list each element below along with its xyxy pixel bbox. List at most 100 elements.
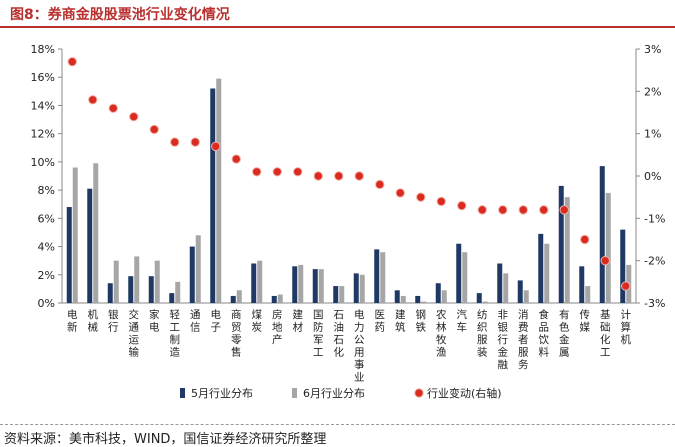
change-point [293,167,303,177]
bars [66,78,632,303]
change-point [170,137,180,147]
june-bar [503,273,509,303]
legend: 5月行业分布 6月行业分布 行业变动(右轴) [180,386,502,400]
left-axis-tick-label: 8% [38,184,55,197]
category-label: 交通运输 [129,308,140,359]
category-label: 家电 [149,308,160,334]
category-label: 轻工制造 [170,308,181,359]
june-bar [564,197,570,303]
june-bar [605,192,611,303]
right-axis-tick-label: 3% [644,43,661,56]
left-axis-tick-label: 18% [31,43,55,56]
left-axis-tick-label: 16% [31,71,55,84]
june-bar [216,78,222,303]
legend-label: 行业变动(右轴) [427,386,502,400]
may-bar [415,295,421,303]
june-bar [154,260,160,303]
category-label: 汽车 [457,308,468,334]
legend-swatch [292,388,297,398]
change-point [190,137,200,147]
category-label: 房地产 [272,308,283,346]
change-point [88,95,98,105]
right-axis-tick-label: -1% [644,212,665,225]
may-bar [476,293,482,303]
change-point [416,192,426,202]
may-bar [517,280,523,303]
june-bar [277,294,283,303]
category-label: 计算机 [621,308,632,346]
left-axis-tick-label: 10% [31,156,55,169]
left-axis: 0% 2% 4% 6% 8% 10% 12% 14% 16% 18% [31,43,636,310]
change-point [354,171,364,181]
change-point [580,234,590,245]
legend-swatch [180,388,185,398]
may-bar [251,263,257,303]
category-label: 传媒 [580,309,591,334]
left-axis-tick-label: 6% [38,212,55,225]
change-point [498,205,508,215]
category-label: 国防军工 [313,309,324,359]
june-bar [482,301,488,303]
june-bar [175,281,181,303]
june-bar [93,163,99,303]
june-bar [72,167,78,303]
category-label: 机械 [88,308,99,334]
category-label: 电力公用事业 [354,308,365,384]
june-bar [380,252,386,303]
change-point [375,179,385,190]
category-label: 建材 [293,308,304,334]
category-label: 石油石化 [334,309,345,359]
may-bar [579,266,585,303]
change-point [436,196,446,207]
change-point [252,167,262,177]
left-axis-tick-label: 2% [38,269,55,282]
may-bar [128,276,134,303]
may-bar [538,233,544,303]
legend-label: 6月行业分布 [303,387,365,400]
change-point [231,154,241,164]
may-bar [394,290,400,303]
category-label: 电子 [211,308,222,334]
june-bar [523,290,529,303]
category-label: 有色金属 [559,308,570,359]
change-point [518,205,528,215]
source-note: 资料来源：美市科技，WIND，国信证券经济研究所整理 [4,432,327,447]
may-bar [87,188,93,303]
category-label: 医药 [375,309,386,334]
june-bar [195,235,201,303]
change-point [129,112,139,122]
may-bar [312,269,318,303]
legend-label: 5月行业分布 [191,387,253,400]
change-point [457,200,467,211]
right-axis-tick-label: 1% [644,128,661,141]
category-label: 建筑 [395,308,406,334]
june-bar [421,301,427,303]
change-points [67,57,631,291]
left-axis-tick-label: 12% [31,128,55,141]
change-point [477,205,487,215]
left-axis-tick-label: 0% [38,297,55,310]
may-bar [353,273,359,303]
may-bar [599,166,605,303]
may-bar [292,266,298,303]
legend-swatch [414,388,424,398]
change-point [395,188,405,198]
category-label: 非银行金融 [498,309,509,371]
may-bar [333,286,339,303]
right-axis-tick-label: 0% [644,170,661,183]
may-bar [210,88,216,303]
june-bar [544,243,550,303]
may-bar [189,246,195,303]
right-axis: -3% -2% -1% 0% 1% 2% 3% [635,43,665,310]
left-axis-tick-label: 4% [38,241,55,254]
change-point [600,255,610,266]
may-bar [374,249,380,303]
june-bar [236,290,242,303]
change-point [211,141,221,152]
category-label: 钢铁 [416,308,427,334]
category-label: 食品饮料 [539,308,550,359]
category-label: 商贸零售 [231,308,242,359]
change-point [539,205,549,215]
june-bar [400,295,406,303]
june-bar [257,260,263,303]
